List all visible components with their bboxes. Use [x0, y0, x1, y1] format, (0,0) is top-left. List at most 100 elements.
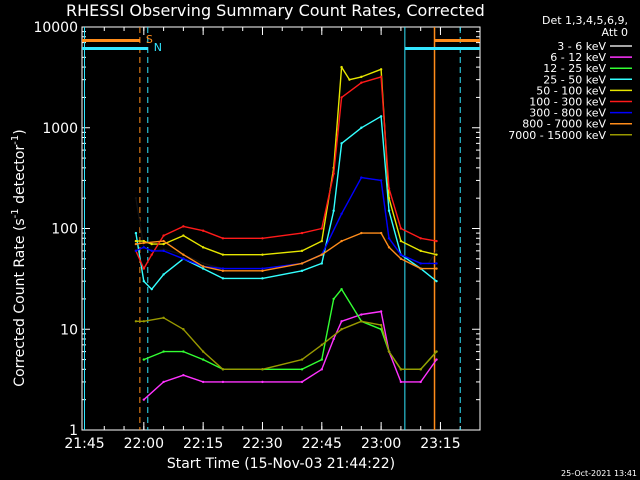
series-point-8: [162, 316, 165, 319]
flag-label-n: N: [154, 41, 162, 54]
series-point-3: [332, 209, 335, 212]
series-point-2: [320, 358, 324, 361]
legend-label: 800 - 7000 keV: [522, 118, 606, 131]
series-point-3: [150, 287, 153, 291]
series-point-5: [320, 227, 324, 230]
y-axis-label-end: ): [12, 129, 28, 134]
series-point-5: [340, 96, 343, 99]
series-line-1: [143, 310, 438, 401]
series-point-4: [435, 253, 438, 256]
y-tick-label: 10000: [33, 20, 78, 36]
series-point-3: [142, 279, 146, 283]
series-point-3: [379, 115, 383, 118]
legend-label: 50 - 100 keV: [536, 84, 606, 97]
series-point-8: [221, 368, 225, 371]
series-point-8: [387, 350, 391, 353]
series-line-5: [135, 76, 437, 270]
series-point-4: [360, 75, 363, 79]
series-point-0: [134, 196, 138, 200]
series-point-1: [300, 380, 304, 384]
series-point-6: [399, 253, 403, 256]
series-point-5: [419, 237, 422, 240]
series-point-8: [435, 350, 438, 353]
series-point-8: [182, 328, 185, 331]
series-point-3: [300, 269, 304, 273]
series-point-7: [182, 253, 185, 256]
y-axis-label-main: Corrected Count Rate (s: [12, 218, 28, 386]
series-point-7: [320, 253, 324, 256]
series-point-4: [340, 65, 343, 69]
series-point-2: [182, 350, 185, 353]
series-point-4: [134, 239, 138, 243]
y-axis-label-sup1: -1: [10, 208, 21, 218]
series-line-3: [135, 115, 437, 290]
series-line-8: [135, 317, 438, 370]
series-point-5: [261, 237, 264, 240]
series-point-4: [387, 196, 391, 200]
flag-label-s: S: [146, 33, 153, 46]
series-point-3: [340, 142, 343, 145]
timestamp: 25-Oct-2021 13:41: [561, 469, 637, 478]
legend-label: 12 - 25 keV: [543, 62, 606, 75]
x-tick-label: 22:00: [124, 436, 164, 452]
series-point-1: [399, 380, 403, 384]
series-point-6: [150, 249, 153, 253]
series-point-8: [360, 320, 363, 323]
legend-header: Det 1,3,4,5,6,9,: [542, 14, 628, 27]
series-point-5: [387, 187, 391, 190]
svg-text:Corrected Count Rate (s-1 dete: Corrected Count Rate (s-1 detector-1): [10, 129, 28, 386]
series-point-3: [162, 273, 165, 276]
series-point-4: [150, 242, 153, 246]
y-tick-label: 1000: [42, 121, 78, 137]
series-point-1: [261, 380, 264, 384]
flag-bar-n-left: [82, 47, 148, 50]
series-point-3: [435, 279, 438, 283]
series-point-8: [399, 368, 403, 371]
series-point-1: [419, 380, 422, 384]
legend-label: 25 - 50 keV: [543, 73, 606, 86]
series-point-5: [221, 237, 225, 240]
series-point-6: [387, 237, 391, 240]
series-point-1: [162, 380, 165, 384]
series-point-0: [201, 262, 205, 265]
y-tick-label: 100: [51, 222, 78, 238]
series-point-6: [419, 262, 422, 265]
series-point-8: [261, 368, 264, 371]
series-point-1: [142, 398, 146, 401]
y-axis-label-mid: detector: [12, 145, 28, 209]
series-point-7: [340, 239, 343, 243]
series-point-4: [162, 242, 165, 246]
series-point-4: [261, 253, 264, 256]
series-point-6: [379, 179, 383, 182]
series-point-7: [379, 231, 383, 235]
series-point-5: [399, 227, 403, 230]
series-point-6: [435, 262, 438, 265]
series-point-5: [300, 231, 304, 235]
legend-label: 7000 - 15000 keV: [508, 129, 606, 142]
series-point-5: [162, 234, 165, 237]
flag-bar-s-left: [82, 39, 140, 42]
y-tick-label: 10: [60, 322, 78, 338]
series-point-4: [300, 249, 304, 253]
series-point-3: [387, 209, 391, 212]
series-point-3: [360, 126, 363, 129]
series-point-8: [142, 320, 146, 323]
series-point-4: [399, 239, 403, 243]
series-point-7: [261, 269, 264, 273]
series-point-8: [300, 358, 304, 361]
plot-area: 1 10 100 1000 10000 21:45 22:00 22:15 22:30 22:45…: [33, 20, 481, 452]
series-point-4: [348, 78, 351, 81]
series-point-6: [142, 246, 146, 249]
x-tick-label: 21:45: [64, 436, 104, 452]
series-point-8: [201, 350, 205, 353]
series-point-8: [134, 320, 138, 323]
series-point-1: [182, 373, 185, 377]
series-point-4: [182, 234, 185, 237]
series-point-3: [221, 277, 225, 280]
series-point-1: [332, 337, 335, 341]
series-point-5: [150, 253, 153, 256]
series-point-2: [332, 297, 335, 301]
series-point-1: [201, 380, 205, 384]
